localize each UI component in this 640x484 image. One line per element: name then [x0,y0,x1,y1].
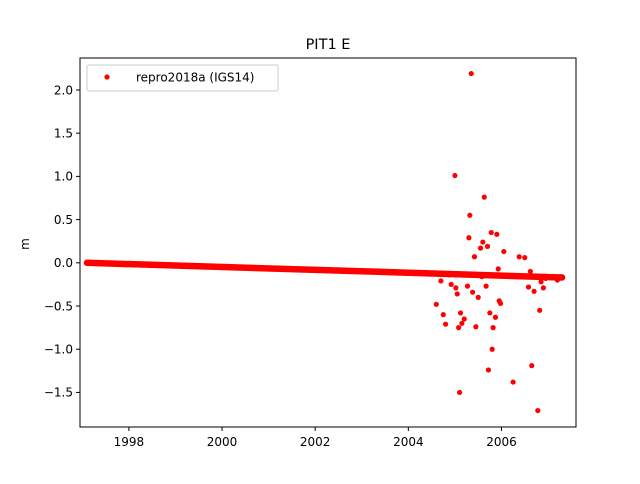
data-point [480,239,486,245]
data-point [479,274,485,280]
legend: repro2018a (IGS14) [86,64,279,92]
y-tick-label: 0.5 [54,213,73,227]
chart-title: PIT1 E [306,37,351,53]
data-point [459,320,465,326]
y-tick-label: −1.0 [44,343,73,357]
series-1 [83,70,566,414]
y-axis-label: m [18,238,32,250]
data-point [456,389,463,396]
data-point [461,316,467,322]
data-point [438,278,444,284]
data-point [481,194,487,200]
x-tick-label: 2000 [207,435,238,449]
data-point [442,321,449,327]
data-point [477,245,484,251]
data-point [448,281,454,288]
data-point [489,346,495,352]
y-tick-label: 0.0 [54,256,73,270]
y-tick-label: 2.0 [54,83,73,97]
data-point [497,300,504,307]
x-axis: 1998 2000 2002 2004 2006 [114,427,517,449]
data-point [488,229,494,236]
y-axis: −1.5 −1.0 −0.5 0.0 0.5 1.0 1.5 2.0 [44,83,80,400]
data-point [487,310,493,316]
data-point [446,272,452,278]
data-point [456,325,462,331]
data-point [538,279,544,285]
data-point [485,367,492,373]
data-point [466,235,472,241]
data-point [464,283,471,289]
data-point [525,284,532,290]
data-point [483,283,489,289]
data-point [440,312,446,318]
data-point [454,291,460,297]
data-point [475,294,481,300]
data-point [510,379,516,385]
data-point [527,268,533,275]
data-point [540,285,546,291]
data-point [96,261,102,267]
legend-marker [104,74,110,80]
x-tick-label: 1998 [114,435,145,449]
data-point [473,324,479,330]
data-point [516,254,522,260]
y-tick-label: 1.0 [54,170,73,184]
legend-box [86,64,279,92]
data-point [467,212,473,218]
series-trend-band [83,259,566,281]
data-point [543,275,549,281]
data-point [501,248,507,255]
data-point [471,254,478,260]
data-point [453,285,459,291]
plot-frame [79,57,577,428]
data-point [484,243,491,249]
y-tick-label: −0.5 [44,299,73,313]
y-tick-label: −1.5 [44,386,73,400]
data-point [554,277,560,283]
data-point [492,314,499,320]
data-point [468,70,474,77]
data-point [494,231,500,237]
x-tick-label: 2004 [393,435,424,449]
data-point [107,260,113,266]
data-point [433,301,439,307]
data-point [495,266,501,272]
plot-area [83,70,566,414]
legend-entry-label: repro2018a (IGS14) [136,71,254,85]
x-tick-label: 2002 [300,435,331,449]
data-point [529,363,535,369]
data-point [457,310,464,316]
data-point [452,172,458,179]
data-point [535,407,541,414]
y-tick-label: 1.5 [54,126,73,140]
data-point [537,307,543,313]
data-point [522,255,528,261]
data-point [531,288,537,294]
data-point [470,289,476,295]
x-tick-label: 2006 [486,435,517,449]
data-point [490,325,496,331]
data-point [84,260,90,266]
